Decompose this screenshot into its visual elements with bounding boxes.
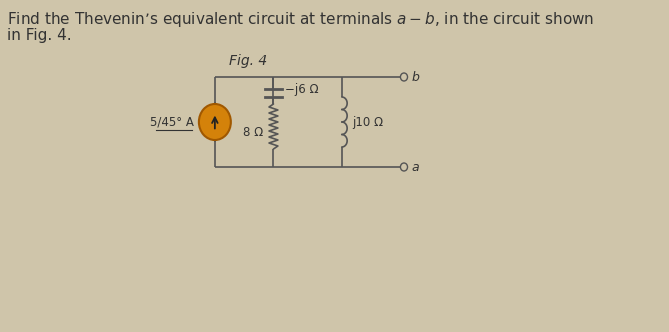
Text: b: b [411, 70, 419, 84]
Text: j10 Ω: j10 Ω [353, 116, 383, 128]
Text: a: a [411, 160, 419, 174]
Text: Find the Thevenin’s equivalent circuit at terminals $a - b$, in the circuit show: Find the Thevenin’s equivalent circuit a… [7, 10, 594, 29]
Text: Fig. 4: Fig. 4 [229, 54, 268, 68]
Circle shape [401, 163, 407, 171]
Text: −j6 Ω: −j6 Ω [285, 83, 318, 96]
Text: in Fig. 4.: in Fig. 4. [7, 28, 72, 43]
Circle shape [401, 73, 407, 81]
Text: 5/45° A: 5/45° A [150, 116, 193, 128]
Circle shape [199, 104, 231, 140]
Text: 8 Ω: 8 Ω [243, 126, 263, 139]
